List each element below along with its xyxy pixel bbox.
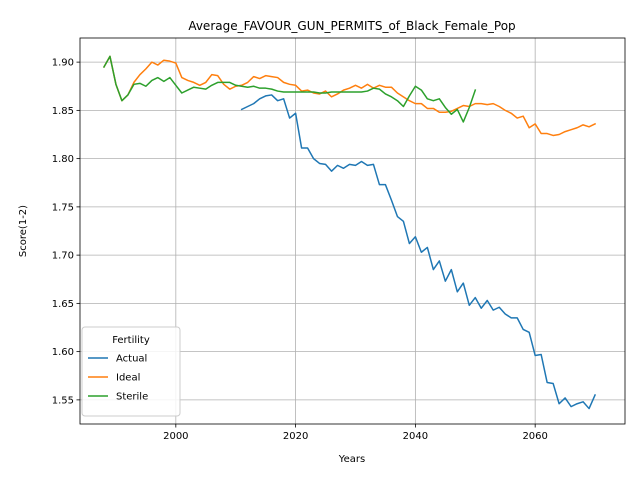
legend-label-ideal: Ideal (116, 373, 140, 384)
plot-frame (79, 37, 626, 425)
series-line-sterile (102, 55, 477, 123)
series-layer (102, 55, 597, 410)
legend-items: Actual Ideal Sterile (88, 354, 148, 403)
y-tick-label: 1.55 (52, 395, 74, 406)
legend-box (81, 326, 181, 417)
chart-title: Average_FAVOUR_GUN_PERMITS_of_Black_Fema… (188, 19, 515, 33)
y-tick-label: 1.65 (52, 299, 74, 310)
legend: Fertility Actual Ideal Sterile (81, 326, 181, 417)
x-tick-label: 2040 (403, 431, 428, 442)
y-tick-label: 1.60 (52, 347, 74, 358)
y-tick-label: 1.90 (52, 58, 74, 69)
series-line-ideal (102, 55, 597, 137)
legend-label-sterile: Sterile (116, 392, 148, 403)
x-tick-label: 2060 (522, 431, 547, 442)
x-tick-label: 2020 (283, 431, 308, 442)
grid (80, 38, 625, 424)
y-tick-label: 1.70 (52, 251, 74, 262)
y-tick-label: 1.85 (52, 106, 74, 117)
legend-title: Fertility (112, 335, 150, 346)
series-line-actual (240, 94, 597, 410)
legend-label-actual: Actual (116, 354, 147, 365)
y-tick-label: 1.75 (52, 202, 74, 213)
ticks: 2000 2020 2040 2060 1.55 1.60 1.65 1.70 1.75 1.80… (52, 58, 548, 442)
x-tick-label: 2000 (163, 431, 188, 442)
y-axis-label: Score(1-2) (18, 205, 29, 257)
x-axis-label: Years (338, 454, 365, 465)
y-tick-label: 1.80 (52, 154, 74, 165)
